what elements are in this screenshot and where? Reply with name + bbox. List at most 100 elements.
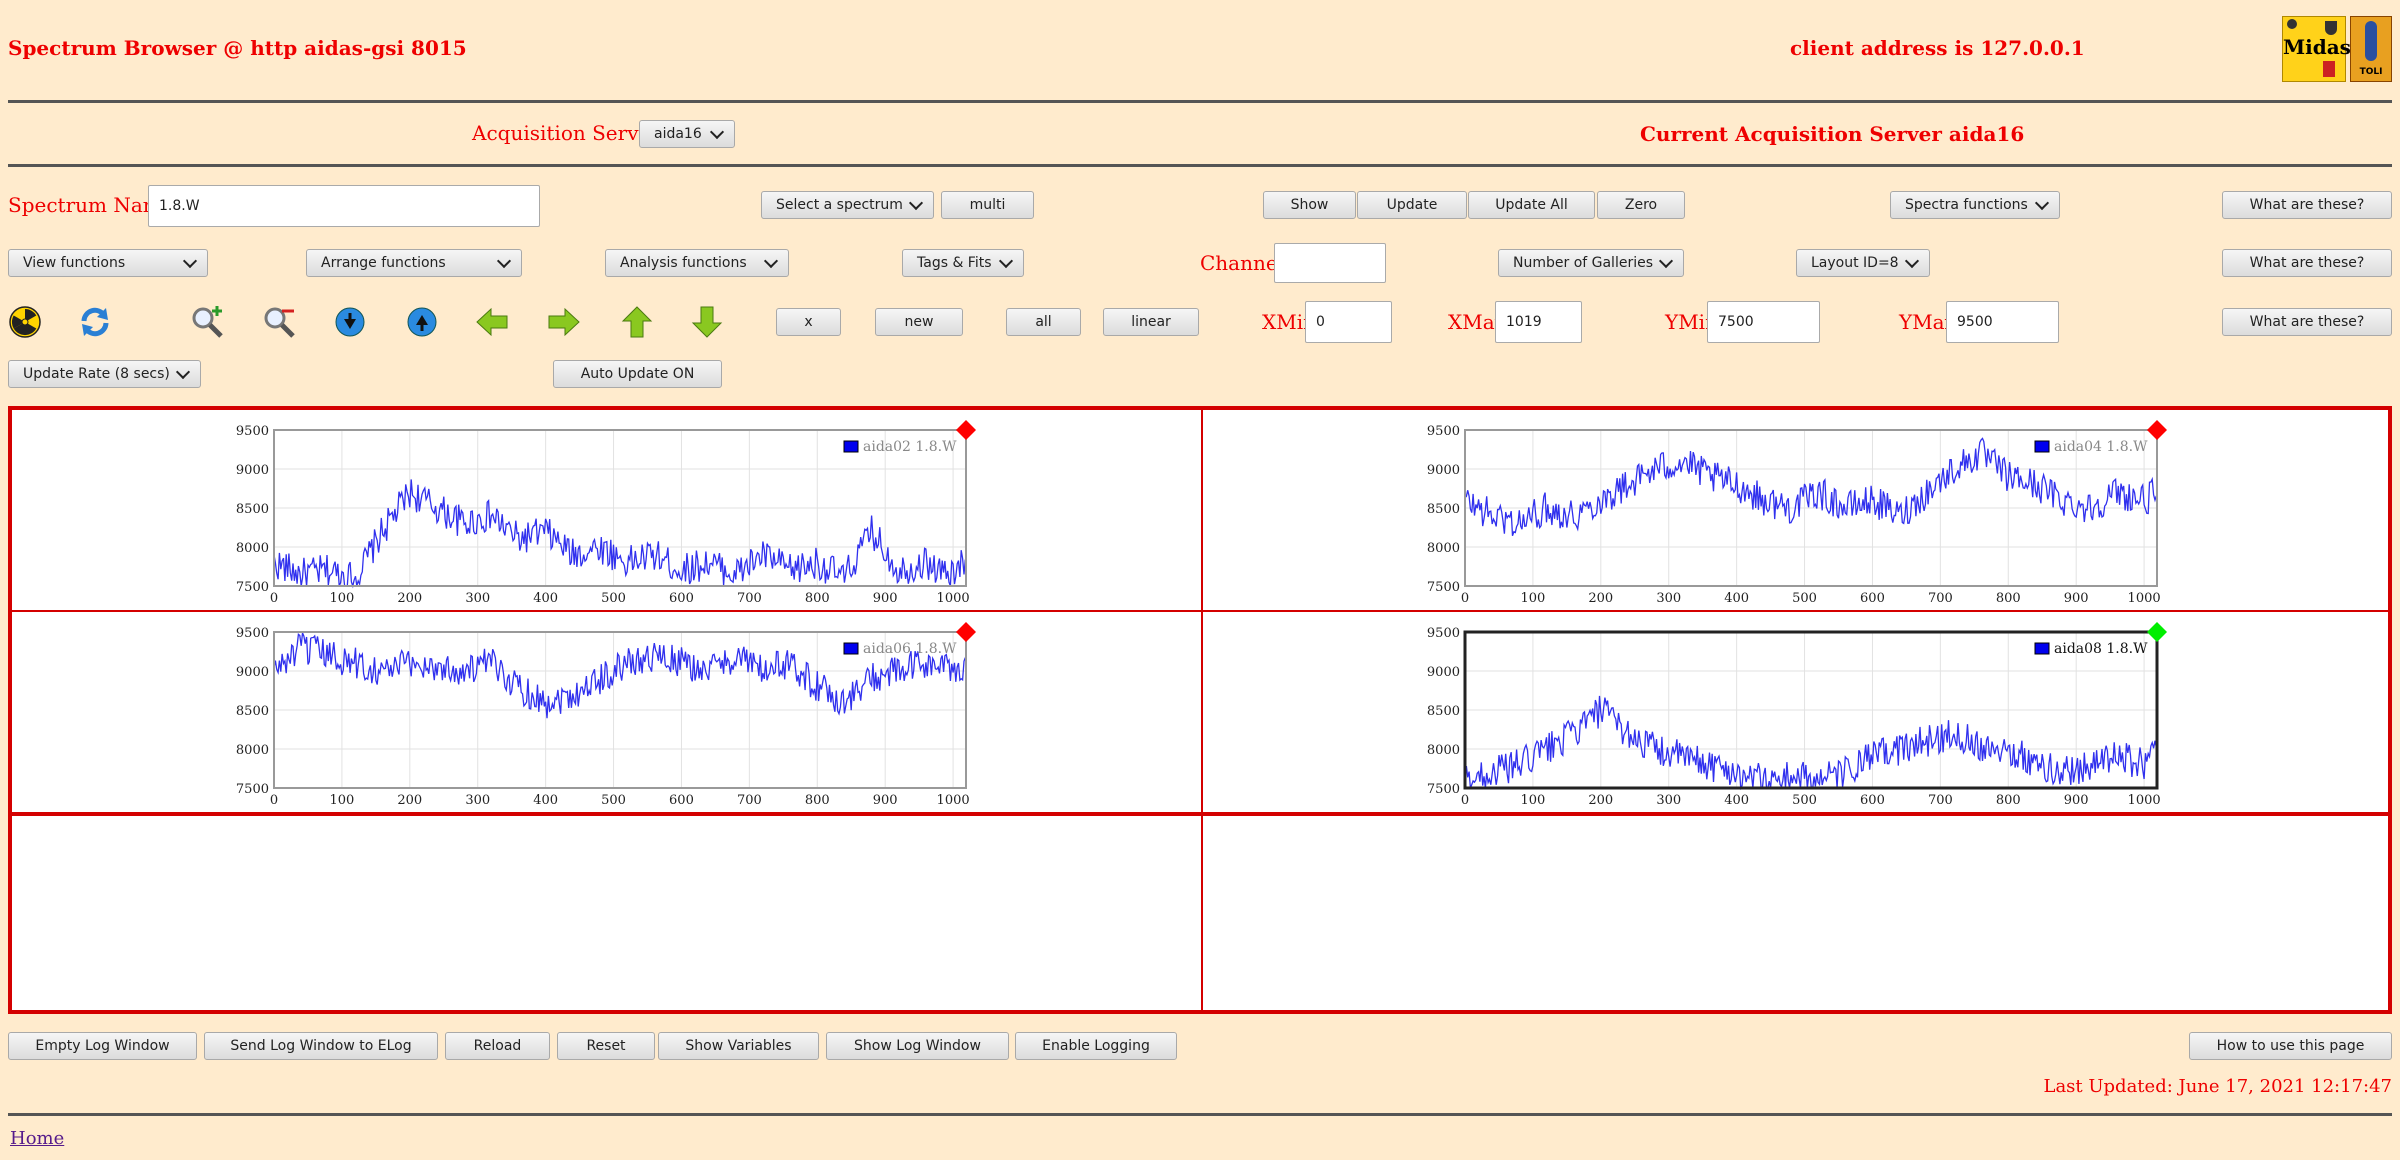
y-tick-label: 7500 [236,782,269,797]
gallery-cell-empty[interactable] [11,813,1202,1011]
what-are-these-button-1[interactable]: What are these? [2222,191,2392,219]
show-log-window-button[interactable]: Show Log Window [826,1032,1009,1060]
view-functions-dropdown[interactable]: View functions [8,249,208,277]
status-diamond-icon[interactable] [2147,420,2167,440]
x-tick-label: 400 [1724,591,1749,606]
enable-logging-button[interactable]: Enable Logging [1015,1032,1177,1060]
y-tick-label: 8500 [236,502,269,517]
status-diamond-icon[interactable] [2147,622,2167,642]
x-button[interactable]: x [776,308,841,336]
series-line [273,479,966,589]
scroll-down-icon[interactable] [333,305,367,339]
x-tick-label: 800 [1996,793,2021,808]
spectrum-chart: 0 100 200 300 400 500 600 700 800 900 1000 7500 8000… [236,420,976,606]
analysis-functions-dropdown[interactable]: Analysis functions [605,249,789,277]
xmin-input[interactable] [1305,301,1392,343]
gallery-cell[interactable]: 0 100 200 300 400 500 600 700 800 900 1000 7500 8000… [1202,409,2389,611]
zoom-out-icon[interactable] [262,305,296,339]
spectrum-chart: 0 100 200 300 400 500 600 700 800 900 1000 7500 8000… [1427,622,2167,808]
y-tick-label: 9500 [236,626,269,641]
spectrum-name-input[interactable] [148,185,540,227]
number-of-galleries-dropdown[interactable]: Number of Galleries [1498,249,1684,277]
chevron-down-icon [1904,253,1920,268]
status-diamond-icon[interactable] [956,622,976,642]
chevron-down-icon [763,253,779,268]
update-all-button[interactable]: Update All [1468,191,1595,219]
multi-button[interactable]: multi [941,191,1034,219]
x-tick-label: 700 [1928,793,1953,808]
linear-button[interactable]: linear [1103,308,1199,336]
chevron-down-icon [182,253,198,268]
zoom-in-icon[interactable] [190,305,224,339]
show-button[interactable]: Show [1263,191,1356,219]
show-variables-button[interactable]: Show Variables [658,1032,819,1060]
channel-input[interactable] [1274,243,1386,283]
y-tick-label: 9500 [236,424,269,439]
xmax-input[interactable] [1495,301,1582,343]
x-tick-label: 800 [805,591,830,606]
y-tick-label: 8000 [236,743,269,758]
reload-button[interactable]: Reload [445,1032,550,1060]
how-to-use-button[interactable]: How to use this page [2189,1032,2392,1060]
arrow-left-icon[interactable] [475,305,509,339]
status-diamond-icon[interactable] [956,420,976,440]
what-are-these-button-2[interactable]: What are these? [2222,249,2392,277]
acq-server-select[interactable]: aida16 [639,120,735,148]
layout-id-dropdown[interactable]: Layout ID=8 [1796,249,1930,277]
ymin-input[interactable] [1707,301,1820,343]
tags-fits-dropdown[interactable]: Tags & Fits [902,249,1024,277]
x-tick-label: 400 [533,793,558,808]
gallery-cell[interactable]: 0 100 200 300 400 500 600 700 800 900 1000 7500 8000… [1202,611,2389,813]
empty-log-window-button[interactable]: Empty Log Window [8,1032,197,1060]
x-tick-label: 300 [1656,591,1681,606]
refresh-icon[interactable] [78,305,112,339]
auto-update-button[interactable]: Auto Update ON [553,360,722,388]
gallery-cell[interactable]: 0 100 200 300 400 500 600 700 800 900 1000 7500 8000… [11,611,1202,813]
x-tick-label: 0 [270,793,278,808]
home-link[interactable]: Home [10,1128,65,1149]
spectrum-gallery: 0 100 200 300 400 500 600 700 800 900 1000 7500 8000… [8,406,2392,1014]
send-log-window-elog-button[interactable]: Send Log Window to ELog [204,1032,438,1060]
update-rate-label: Update Rate (8 secs) [23,366,170,382]
number-of-galleries-label: Number of Galleries [1513,255,1654,271]
x-tick-label: 500 [1792,591,1817,606]
y-tick-label: 8000 [1427,541,1460,556]
separator [8,164,2392,167]
radiation-icon[interactable] [8,305,42,339]
acq-server-value: aida16 [654,126,702,142]
chevron-down-icon [1658,253,1674,268]
select-spectrum-dropdown[interactable]: Select a spectrum [761,191,934,219]
gallery-cell[interactable]: 0 100 200 300 400 500 600 700 800 900 1000 7500 8000… [11,409,1202,611]
what-are-these-button-3[interactable]: What are these? [2222,308,2392,336]
update-rate-dropdown[interactable]: Update Rate (8 secs) [8,360,201,388]
x-tick-label: 100 [329,793,354,808]
y-tick-label: 8000 [1427,743,1460,758]
new-button[interactable]: new [875,308,963,336]
chevron-down-icon [998,253,1014,268]
arrange-functions-dropdown[interactable]: Arrange functions [306,249,522,277]
legend-label: aida06 1.8.W [863,641,957,657]
x-tick-label: 700 [1928,591,1953,606]
update-button[interactable]: Update [1357,191,1467,219]
reset-button[interactable]: Reset [557,1032,655,1060]
y-tick-label: 8500 [1427,502,1460,517]
ymax-input[interactable] [1946,301,2059,343]
chevron-down-icon [2034,195,2050,210]
x-tick-label: 500 [601,793,626,808]
gallery-cell-empty[interactable] [1202,813,2389,1011]
current-acq-server: Current Acquisition Server aida16 [1640,122,2025,146]
zero-button[interactable]: Zero [1597,191,1685,219]
arrow-down-icon[interactable] [690,305,724,339]
plot-frame [273,429,967,587]
arrow-right-icon[interactable] [547,305,581,339]
x-tick-label: 500 [1792,793,1817,808]
scroll-up-icon[interactable] [405,305,439,339]
x-tick-label: 800 [805,793,830,808]
arrow-up-icon[interactable] [620,305,654,339]
x-tick-label: 1000 [2128,793,2161,808]
y-tick-label: 9000 [236,665,269,680]
client-address: client address is 127.0.0.1 [1790,36,2085,60]
spectra-functions-dropdown[interactable]: Spectra functions [1890,191,2060,219]
x-tick-label: 400 [533,591,558,606]
all-button[interactable]: all [1006,308,1081,336]
